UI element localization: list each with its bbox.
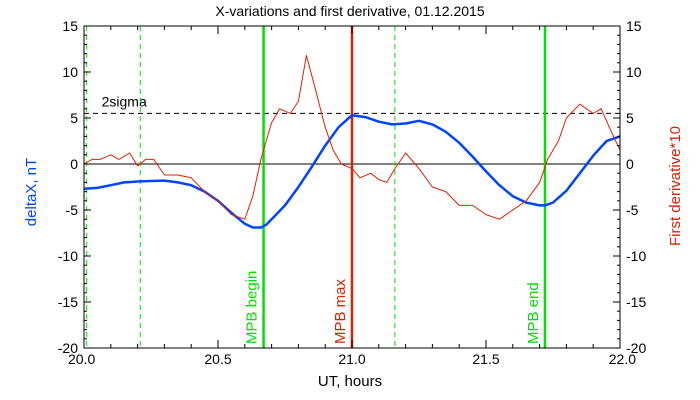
vertical-marker-label: MPB end — [525, 282, 542, 344]
y-tick-label-right: 0 — [626, 156, 634, 172]
chart-title: X-variations and first derivative, 01.12… — [215, 3, 484, 19]
derivative-series-line — [83, 54, 621, 220]
x-tick-label: 21.5 — [472, 351, 499, 367]
y-tick-label-left: 0 — [70, 156, 78, 172]
y-tick-label-right: -10 — [626, 248, 646, 264]
y-tick-label-right: -5 — [626, 202, 639, 218]
y-tick-label-right: 10 — [626, 64, 642, 80]
deltax-series-line — [83, 113, 621, 229]
vertical-marker-label: MPB begin — [244, 271, 261, 344]
x-tick-label: 20.5 — [204, 351, 231, 367]
y-tick-label-left: 5 — [70, 110, 78, 126]
y-tick-label-left: 15 — [62, 18, 78, 34]
y-axis-label-right: First derivative*10 — [667, 126, 684, 246]
y-axis-label-left: deltaX, nT — [23, 158, 40, 226]
y-tick-label-left: -15 — [58, 294, 78, 310]
vertical-marker-label: MPB max — [332, 278, 349, 344]
y-tick-label-right: 15 — [626, 18, 642, 34]
x-tick-label: 21.0 — [338, 351, 365, 367]
x-axis-label: UT, hours — [318, 373, 382, 390]
y-tick-label-left: -10 — [58, 248, 78, 264]
y-tick-label-right: 5 — [626, 110, 634, 126]
x-tick-label: 22.0 — [609, 351, 636, 367]
y-tick-label-right: -20 — [626, 340, 646, 356]
y-tick-label-left: 10 — [62, 64, 78, 80]
y-tick-label-left: -20 — [58, 340, 78, 356]
y-tick-label-right: -15 — [626, 294, 646, 310]
plot-frame — [83, 25, 621, 349]
x-tick-label: 20.0 — [68, 351, 95, 367]
y-tick-label-left: -5 — [66, 202, 79, 218]
sigma-label: 2sigma — [102, 93, 147, 109]
